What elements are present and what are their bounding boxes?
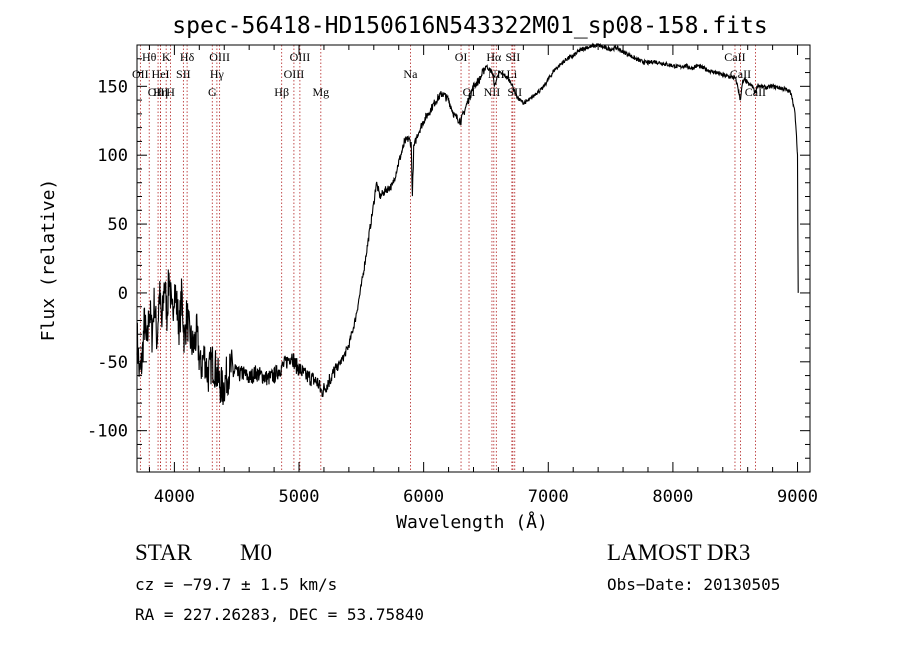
line-marker-label: Hθ bbox=[142, 50, 157, 64]
chart-title: spec-56418-HD150616N543322M01_sp08-158.f… bbox=[172, 13, 767, 39]
redshift-cz: cz = −79.7 ± 1.5 km/s bbox=[135, 575, 337, 594]
x-axis-label: Wavelength (Å) bbox=[396, 511, 548, 533]
y-tick-label: -100 bbox=[87, 422, 128, 442]
line-marker-label: Hγ bbox=[210, 67, 225, 81]
x-tick-label: 9000 bbox=[777, 487, 818, 507]
line-marker-label: H bbox=[166, 85, 175, 99]
x-tick-label: 8000 bbox=[652, 487, 693, 507]
spectrum-series-line bbox=[136, 42, 799, 406]
line-marker-label: OII bbox=[132, 67, 149, 81]
line-marker-label: G bbox=[208, 85, 217, 99]
line-marker-label: K bbox=[162, 50, 171, 64]
line-marker-label: HeI bbox=[152, 67, 170, 81]
line-marker-label: OIII bbox=[290, 50, 311, 64]
line-marker-label: OIII bbox=[209, 50, 230, 64]
x-tick-label: 6000 bbox=[403, 487, 444, 507]
x-axis: 4000 5000 6000 7000 8000 9000 bbox=[148, 45, 818, 507]
line-marker-label: SII bbox=[506, 50, 521, 64]
line-marker-label: Hα bbox=[486, 50, 502, 64]
line-marker-label: SII bbox=[176, 67, 191, 81]
line-markers-layer bbox=[139, 45, 756, 472]
line-marker-label: OI bbox=[455, 50, 468, 64]
marker-labels-layer: OIIHθOIIIHηHeIKHSIIHδGHγOIIIHβOIIIOIIIMg… bbox=[132, 50, 766, 99]
object-subclass: M0 bbox=[240, 540, 272, 565]
coordinates: RA = 227.26283, DEC = 53.75840 bbox=[135, 605, 424, 624]
line-marker-label: CaII bbox=[724, 50, 745, 64]
y-tick-label: 100 bbox=[97, 146, 128, 166]
plot-frame bbox=[136, 44, 811, 473]
line-marker-label: Hδ bbox=[180, 50, 195, 64]
line-marker-label: OIII bbox=[284, 67, 305, 81]
x-tick-label: 5000 bbox=[279, 487, 320, 507]
line-marker-label: Li bbox=[507, 67, 518, 81]
x-tick-label: 4000 bbox=[154, 487, 195, 507]
y-tick-label: 0 bbox=[118, 284, 128, 304]
x-tick-label: 7000 bbox=[528, 487, 569, 507]
object-class: STAR bbox=[135, 540, 193, 565]
survey-name: LAMOST DR3 bbox=[607, 540, 750, 565]
line-marker-label: Mg bbox=[312, 85, 329, 99]
line-marker-label: NII bbox=[488, 67, 505, 81]
line-marker-label: Hη bbox=[153, 85, 168, 99]
line-marker-label: Na bbox=[403, 67, 418, 81]
obs-date: Obs−Date: 20130505 bbox=[607, 575, 780, 594]
y-axis-label: Flux (relative) bbox=[38, 179, 59, 342]
line-marker-label: NII bbox=[484, 85, 501, 99]
line-marker-label: OIII bbox=[148, 85, 169, 99]
y-tick-label: -50 bbox=[97, 353, 128, 373]
y-axis: -100 -50 0 50 100 150 bbox=[87, 44, 810, 459]
line-marker-label: Hβ bbox=[274, 85, 289, 99]
y-tick-label: 50 bbox=[108, 215, 128, 235]
y-tick-label: 150 bbox=[97, 77, 128, 97]
